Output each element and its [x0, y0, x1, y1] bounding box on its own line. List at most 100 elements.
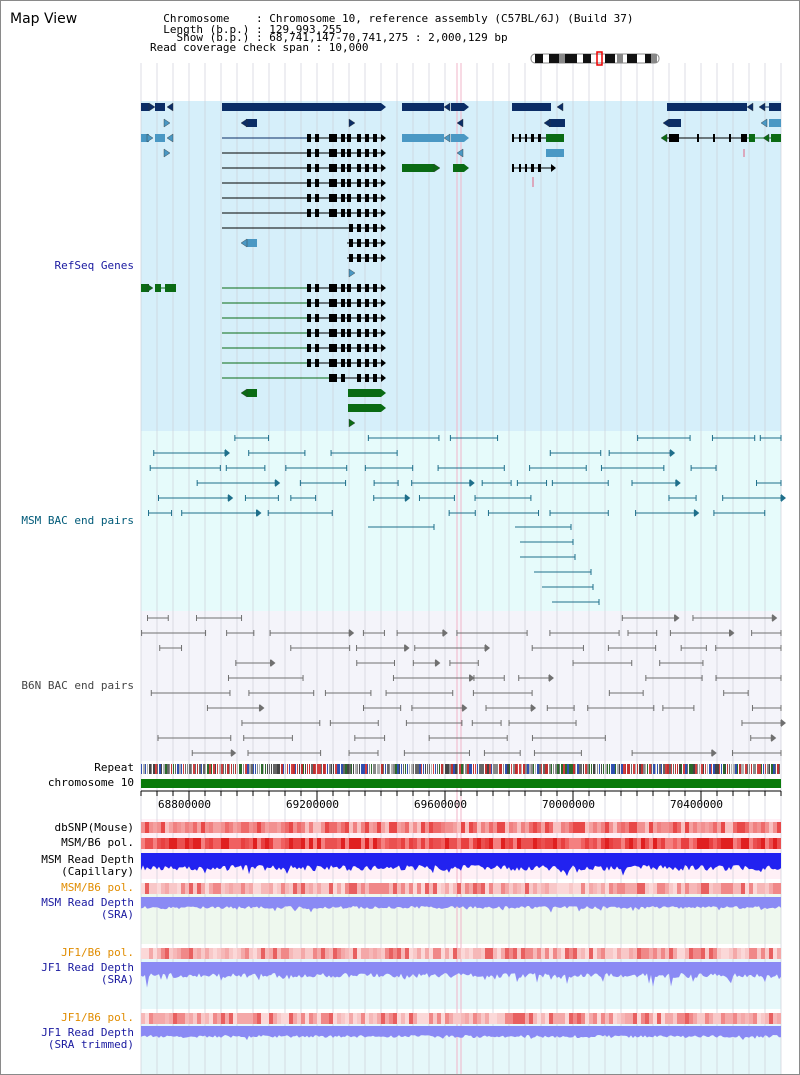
heat-cell — [221, 883, 225, 894]
heat-cell — [445, 822, 449, 833]
track-label-msm-read-depth-sra[interactable]: MSM Read Depth (SRA) — [41, 896, 134, 921]
repeat-element — [229, 764, 230, 774]
repeat-element — [635, 764, 636, 774]
heat-cell — [281, 822, 285, 833]
repeat-element — [507, 764, 509, 774]
heat-cell — [481, 948, 485, 959]
heat-cell — [401, 838, 405, 849]
heat-cell — [673, 883, 677, 894]
heat-cell — [253, 822, 257, 833]
track-label-jf1-read-depth-sra[interactable]: JF1 Read Depth (SRA) — [41, 961, 134, 986]
heat-cell — [537, 822, 541, 833]
heat-cell — [505, 948, 509, 959]
heat-cell — [553, 883, 557, 894]
heat-cell — [777, 948, 781, 959]
heat-cell — [197, 822, 201, 833]
track-label-b6n-bac[interactable]: B6N BAC end pairs — [21, 679, 134, 692]
heat-cell — [493, 883, 497, 894]
repeat-element — [487, 764, 489, 774]
heat-cell — [173, 948, 177, 959]
heat-cell — [529, 883, 533, 894]
heat-cell — [465, 838, 469, 849]
track-label-msm-bac[interactable]: MSM BAC end pairs — [21, 514, 134, 527]
heat-cell — [565, 1013, 569, 1024]
repeat-element — [591, 764, 592, 774]
length-info-line: Length (b.p.) : 129,993,255 — [150, 23, 343, 36]
gene-exon — [512, 164, 514, 172]
heat-cell — [685, 838, 689, 849]
track-label-dbsnp[interactable]: dbSNP(Mouse) — [54, 821, 134, 834]
heat-cell — [677, 1013, 681, 1024]
repeat-element — [377, 764, 379, 774]
gene-exon — [307, 329, 311, 337]
heat-cell — [613, 883, 617, 894]
heat-cell — [725, 883, 729, 894]
heat-cell — [421, 1013, 425, 1024]
heat-cell — [541, 948, 545, 959]
repeat-element — [659, 764, 661, 774]
bac-arrow — [270, 659, 276, 667]
heat-cell — [181, 883, 185, 894]
gene-exon — [341, 374, 345, 382]
heat-cell — [201, 883, 205, 894]
heat-cell — [709, 883, 713, 894]
heat-cell — [657, 883, 661, 894]
repeat-element — [365, 764, 367, 774]
heat-cell — [197, 883, 201, 894]
repeat-element — [565, 764, 567, 774]
heat-cell — [749, 838, 753, 849]
gene-exon — [341, 179, 345, 187]
track-label-jf1-b6-pol-trimmed[interactable]: JF1/B6 pol. — [61, 1011, 134, 1024]
track-label-jf1-read-depth-trimmed[interactable]: JF1 Read Depth (SRA trimmed) — [41, 1026, 134, 1051]
heat-cell — [761, 948, 765, 959]
repeat-element — [557, 764, 559, 774]
repeat-element — [763, 764, 764, 774]
heat-cell — [445, 838, 449, 849]
heat-cell — [493, 822, 497, 833]
heat-cell — [593, 838, 597, 849]
heat-cell — [341, 822, 345, 833]
heat-cell — [565, 838, 569, 849]
heat-cell — [597, 822, 601, 833]
repeat-element — [249, 764, 251, 774]
repeat-element — [729, 764, 730, 774]
track-label-repeat[interactable]: Repeat — [94, 761, 134, 774]
bac-arrow — [675, 479, 681, 487]
heat-cell — [237, 822, 241, 833]
gene-exon — [315, 179, 319, 187]
heat-cell — [425, 948, 429, 959]
repeat-element — [209, 764, 211, 774]
heat-cell — [649, 822, 653, 833]
track-label-chromosome: chromosome 10 — [47, 776, 134, 789]
track-label-msm-read-depth-capillary[interactable]: MSM Read Depth (Capillary) — [41, 853, 134, 878]
repeat-element — [257, 764, 258, 774]
track-label-jf1-b6-pol[interactable]: JF1/B6 pol. — [61, 946, 134, 959]
bac-arrow — [771, 734, 777, 742]
heat-cell — [285, 838, 289, 849]
repeat-element — [621, 764, 623, 774]
heat-cell — [441, 883, 445, 894]
track-label-msm-b6-pol-sra[interactable]: MSM/B6 pol. — [61, 881, 134, 894]
heat-cell — [533, 948, 537, 959]
heat-cell — [333, 822, 337, 833]
repeat-element — [431, 764, 432, 774]
heat-cell — [669, 883, 673, 894]
repeat-element — [253, 764, 254, 774]
heat-cell — [437, 838, 441, 849]
gene-strand-arrow — [381, 179, 386, 187]
track-label-refseq-genes[interactable]: RefSeq Genes — [54, 259, 134, 272]
repeat-element — [485, 764, 487, 774]
heat-cell — [681, 883, 685, 894]
bac-arrow — [674, 614, 680, 622]
track-label-msm-b6-pol[interactable]: MSM/B6 pol. — [61, 836, 134, 849]
repeat-element — [269, 764, 270, 774]
heat-cell — [741, 883, 745, 894]
gene-exon — [357, 164, 361, 172]
repeat-element — [501, 764, 502, 774]
heat-cell — [561, 1013, 565, 1024]
heat-cell — [441, 838, 445, 849]
heat-cell — [477, 838, 481, 849]
heat-cell — [593, 1013, 597, 1024]
repeat-element — [419, 764, 421, 774]
